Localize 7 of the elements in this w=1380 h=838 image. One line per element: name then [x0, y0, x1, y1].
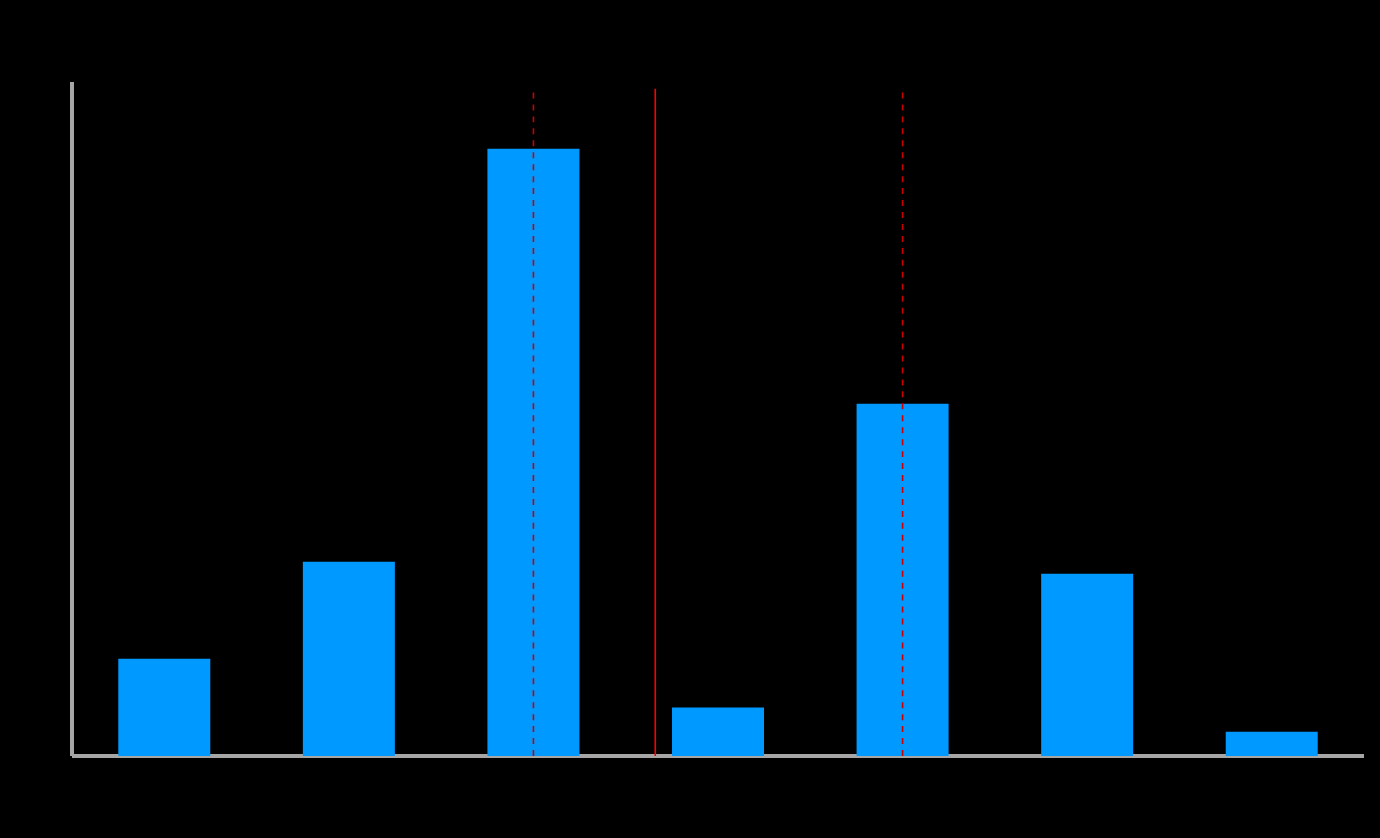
bar	[856, 403, 949, 756]
bar	[672, 707, 765, 756]
bar	[487, 148, 580, 756]
bar	[1041, 573, 1134, 756]
bar	[302, 561, 395, 756]
bar	[118, 658, 211, 756]
bar	[1225, 731, 1318, 756]
